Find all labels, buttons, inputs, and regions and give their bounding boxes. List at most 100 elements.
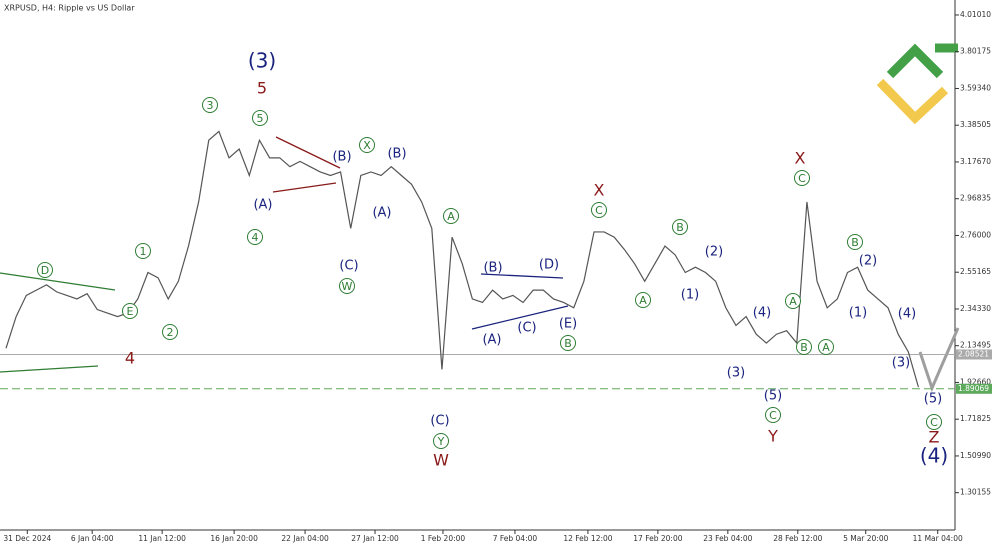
wave-circle: [560, 335, 576, 351]
wave-circle: [794, 170, 810, 186]
trend-line: [275, 136, 341, 169]
wave-label: (A): [372, 206, 391, 221]
projection: [918, 327, 960, 393]
x-tick-label: 17 Feb 20:00: [633, 534, 682, 543]
wave-label: 3: [207, 99, 214, 112]
wave-label: X: [594, 181, 605, 200]
wave-label: C: [798, 172, 806, 185]
wave-circle: [672, 219, 688, 235]
wave-circle: [202, 97, 218, 113]
wave-label: (5): [924, 392, 942, 407]
x-tick-label: 16 Jan 20:00: [210, 534, 258, 543]
wave-label: (5): [764, 389, 782, 404]
x-tick-label: 7 Feb 04:00: [493, 534, 538, 543]
x-tick-label: 12 Feb 12:00: [563, 534, 612, 543]
wave-label: (4): [920, 444, 948, 468]
y-tick-label: 2.13495: [960, 341, 991, 350]
wave-label: C: [930, 416, 938, 429]
y-tick-label: 3.80175: [960, 47, 991, 56]
chart-title: XRPUSD, H4: Ripple vs US Dollar: [4, 4, 135, 13]
wave-label: A: [822, 341, 830, 354]
wave-circle: [247, 229, 263, 245]
y-tick-label: 2.96835: [960, 194, 991, 203]
y-tick-label: 1.71825: [960, 414, 991, 423]
wave-label: A: [639, 294, 647, 307]
x-tick-label: 1 Feb 20:00: [421, 534, 466, 543]
wave-label: C: [769, 409, 777, 422]
y-tick-label: 4.01010: [960, 10, 991, 19]
wave-circle: [443, 208, 459, 224]
logo: [876, 78, 949, 125]
wave-label: Y: [767, 427, 778, 446]
price-label: 2.08521: [958, 349, 989, 358]
wave-circle: [37, 262, 53, 278]
x-tick-label: 31 Dec 2024: [3, 534, 51, 543]
price-box: [956, 349, 992, 360]
wave-label: 4: [125, 349, 135, 368]
wave-circle: [135, 243, 151, 259]
wave-circle: [818, 339, 834, 355]
wave-circle: [796, 339, 812, 355]
x-tick-label: 5 Mar 20:00: [843, 534, 889, 543]
wave-label: (1): [849, 306, 867, 321]
wave-label: Z: [929, 428, 940, 447]
y-tick-label: 2.55165: [960, 267, 991, 276]
wave-label: B: [564, 337, 572, 350]
wave-label: (3): [248, 49, 276, 73]
wave-label: 1: [140, 245, 147, 258]
wave-label: D: [41, 264, 49, 277]
wave-label: (2): [859, 254, 877, 269]
wave-label: A: [447, 210, 455, 223]
wave-label: Y: [437, 435, 445, 448]
wave-label: (A): [482, 333, 501, 348]
wave-label: 5: [257, 79, 267, 98]
wave-label: 5: [257, 112, 264, 125]
wave-label: B: [676, 221, 684, 234]
wave-label: E: [127, 305, 134, 318]
price-box: [956, 383, 992, 394]
wave-label: (3): [892, 356, 910, 371]
price-label: 1.89069: [958, 384, 989, 393]
wave-label: (1): [681, 288, 699, 303]
wave-label: B: [851, 236, 859, 249]
y-tick-label: 2.34330: [960, 304, 991, 313]
wave-label: W: [342, 280, 353, 293]
wave-circle: [591, 202, 607, 218]
trend-line: [0, 365, 99, 373]
y-tick-label: 3.17670: [960, 157, 991, 166]
wave-circle: [926, 414, 942, 430]
wave-circle: [339, 278, 355, 294]
wave-label: 4: [252, 231, 259, 244]
x-tick-label: 28 Feb 12:00: [773, 534, 822, 543]
wave-label: (E): [559, 317, 577, 332]
wave-circle: [785, 293, 801, 309]
wave-circle: [359, 137, 375, 153]
trend-line: [480, 273, 564, 279]
wave-circle: [765, 407, 781, 423]
wave-label: (B): [332, 150, 351, 165]
wave-label: (C): [517, 321, 536, 336]
y-tick-label: 3.38505: [960, 120, 991, 129]
wave-label: (B): [483, 261, 502, 276]
wave-label: (C): [339, 259, 358, 274]
x-tick-label: 22 Jan 04:00: [281, 534, 329, 543]
wave-label: (2): [705, 245, 723, 260]
wave-label: W: [433, 451, 449, 470]
wave-label: X: [795, 149, 806, 168]
wave-label: (4): [898, 307, 916, 322]
wave-label: (C): [430, 414, 449, 429]
wave-label: (A): [253, 198, 272, 213]
y-tick-label: 2.76000: [960, 230, 991, 239]
y-tick-label: 3.59340: [960, 83, 991, 92]
wave-label: (B): [387, 147, 406, 162]
x-tick-label: 6 Jan 04:00: [71, 534, 114, 543]
wave-label: C: [595, 204, 603, 217]
trend-line: [272, 182, 337, 193]
wave-label: B: [800, 341, 808, 354]
logo: [886, 43, 944, 79]
wave-label: (D): [539, 258, 559, 273]
x-tick-label: 11 Jan 12:00: [138, 534, 186, 543]
wave-label: A: [789, 295, 797, 308]
wave-circle: [162, 324, 178, 340]
